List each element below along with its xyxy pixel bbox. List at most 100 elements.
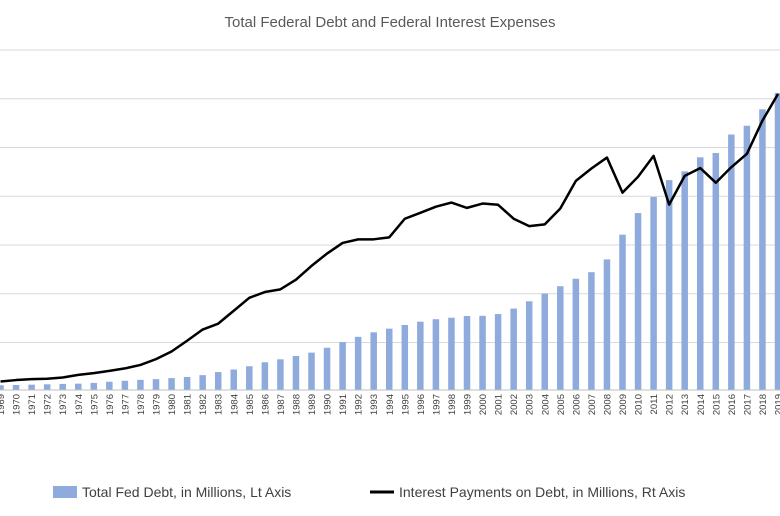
bar-2006 — [572, 278, 580, 390]
x-tick-label: 2017 — [742, 394, 753, 415]
bar-2016 — [728, 134, 735, 390]
x-tick-label: 2004 — [540, 394, 551, 415]
chart-title: Total Federal Debt and Federal Interest … — [224, 14, 555, 31]
x-tick-label: 2001 — [494, 394, 505, 415]
bar-1999 — [463, 316, 471, 390]
bar-1976 — [106, 381, 113, 390]
bar-1972 — [43, 384, 51, 390]
bar-1973 — [59, 383, 66, 390]
x-tick-label: 1992 — [354, 394, 365, 415]
bar-series — [0, 92, 780, 391]
interest-line — [0, 93, 780, 383]
bar-1981 — [183, 376, 191, 390]
bar-1989 — [308, 352, 315, 390]
bar-2010 — [634, 213, 642, 390]
bar-1990 — [323, 347, 331, 390]
bar-2019 — [774, 92, 780, 390]
bar-1993 — [370, 332, 377, 390]
x-tick-label: 1987 — [276, 394, 287, 415]
x-tick-label: 1977 — [120, 394, 131, 415]
x-tick-label: 1978 — [136, 394, 147, 415]
x-tick-label: 2015 — [711, 394, 722, 415]
bar-2012 — [665, 180, 673, 390]
x-tick-label: 1989 — [307, 394, 318, 415]
bar-2005 — [557, 286, 564, 390]
bar-1983 — [214, 372, 222, 390]
x-tick-label: 1981 — [183, 394, 194, 415]
x-tick-label: 1985 — [245, 394, 256, 415]
x-tick-label: 2014 — [696, 394, 707, 415]
x-tick-label: 1994 — [385, 394, 396, 415]
legend: Total Fed Debt, in Millions, Lt Axis Int… — [53, 484, 685, 500]
bar-1971 — [28, 384, 35, 390]
bar-2015 — [712, 153, 720, 390]
bar-2001 — [494, 314, 502, 390]
x-tick-label: 2016 — [727, 394, 738, 415]
x-tick-label: 2011 — [649, 394, 660, 414]
bar-1992 — [354, 336, 362, 390]
x-tick-label: 1998 — [447, 394, 458, 415]
x-tick-label: 2018 — [758, 394, 769, 415]
x-tick-label: 1996 — [416, 394, 427, 415]
x-tick-label: 2006 — [571, 394, 582, 415]
bar-2009 — [619, 234, 626, 390]
legend-label-interest: Interest Payments on Debt, in Millions, … — [399, 484, 685, 500]
x-tick-label: 1982 — [198, 394, 209, 415]
bar-1977 — [121, 380, 129, 390]
x-tick-label: 1984 — [229, 394, 240, 415]
bar-1978 — [137, 379, 144, 390]
bar-1997 — [432, 319, 440, 390]
bar-2000 — [479, 315, 486, 390]
x-tick-label: 2003 — [525, 394, 536, 415]
x-tick-label: 2013 — [680, 394, 691, 415]
bar-1988 — [292, 355, 300, 390]
bar-2007 — [588, 272, 595, 390]
bar-1987 — [277, 359, 284, 390]
bar-2008 — [603, 259, 611, 390]
bar-1985 — [246, 366, 253, 390]
x-tick-label: 1991 — [338, 394, 349, 415]
x-tick-label: 2009 — [618, 394, 629, 415]
x-tick-label: 1971 — [27, 394, 38, 415]
x-tick-label: 1976 — [105, 394, 116, 415]
bar-1979 — [152, 379, 160, 390]
bar-1994 — [386, 328, 393, 390]
x-tick-label: 1973 — [58, 394, 69, 415]
x-tick-label: 1979 — [152, 394, 163, 415]
bar-1974 — [75, 383, 82, 390]
bar-2014 — [697, 157, 704, 390]
x-tick-label: 1995 — [400, 394, 411, 415]
x-tick-label: 1983 — [214, 394, 225, 415]
bar-2011 — [650, 196, 657, 390]
bar-1980 — [168, 378, 175, 390]
bar-2002 — [510, 308, 517, 390]
bar-2004 — [541, 293, 548, 390]
x-tick-label: 1980 — [167, 394, 178, 415]
x-tick-label: 2000 — [478, 394, 489, 415]
legend-swatch-debt — [53, 486, 77, 498]
bar-1969 — [0, 385, 4, 390]
bar-1991 — [339, 342, 346, 390]
x-tick-label: 2007 — [587, 394, 598, 415]
x-tick-label: 1999 — [463, 394, 474, 415]
gridlines — [0, 49, 780, 343]
bar-1984 — [230, 369, 237, 390]
bar-2003 — [525, 301, 533, 390]
x-tick-label: 1988 — [291, 394, 302, 415]
bar-1986 — [261, 362, 269, 390]
bar-1998 — [448, 317, 455, 390]
bar-1996 — [417, 321, 424, 390]
bar-2017 — [743, 125, 751, 391]
bar-1995 — [401, 324, 409, 390]
bar-1982 — [199, 375, 206, 390]
x-tick-label: 1975 — [89, 394, 100, 415]
x-axis: 1969 1970 1971 1972 1973 1974 1975 1976 1977 1978… — [0, 389, 780, 415]
x-tick-label: 2008 — [602, 394, 613, 415]
bar-1970 — [12, 385, 20, 390]
x-tick-label: 1972 — [43, 394, 54, 415]
x-tick-label: 2005 — [556, 394, 567, 415]
line-series — [0, 93, 780, 383]
x-tick-label: 1986 — [260, 394, 271, 415]
